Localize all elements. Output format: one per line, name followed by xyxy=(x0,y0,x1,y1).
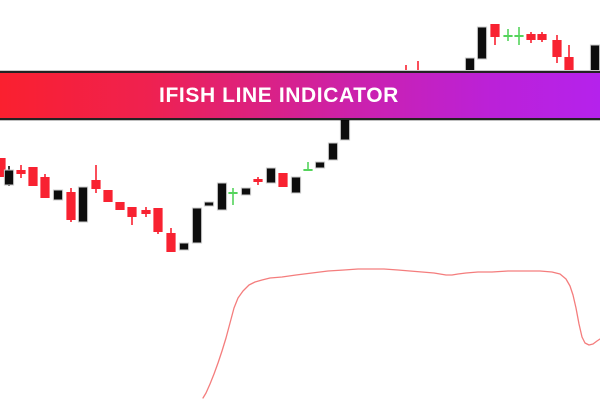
banner-title: IFISH LINE INDICATOR xyxy=(159,83,399,107)
candle-body xyxy=(552,40,562,57)
candle-body xyxy=(16,170,26,174)
candle-body xyxy=(303,169,313,171)
candle-body xyxy=(564,57,574,80)
candle-body xyxy=(0,158,6,177)
candle-body xyxy=(228,192,238,194)
candle-body xyxy=(314,161,326,169)
candle-body xyxy=(490,24,500,37)
candle-wick xyxy=(417,61,419,80)
ifish-indicator-line xyxy=(202,268,600,399)
candle-body xyxy=(103,190,113,202)
candle-body xyxy=(216,182,228,211)
candle-body xyxy=(278,173,288,187)
candle-body xyxy=(3,169,15,186)
candle-body xyxy=(28,167,38,186)
candle-body xyxy=(503,35,513,37)
candle-body xyxy=(178,242,190,251)
candle-body xyxy=(127,207,137,217)
candle-body xyxy=(153,208,163,232)
candle-body xyxy=(339,117,351,141)
candle-body xyxy=(253,179,263,182)
candle-body xyxy=(290,176,302,194)
indicator-banner: IFISH LINE INDICATOR xyxy=(0,71,600,120)
candle-body xyxy=(476,26,488,60)
candle-wick xyxy=(307,162,309,171)
candle-body xyxy=(514,35,524,37)
candle-body xyxy=(91,180,101,189)
candle-body xyxy=(77,186,89,223)
candle-body xyxy=(537,34,547,40)
candle-wick xyxy=(232,188,234,205)
candle-body xyxy=(526,34,536,40)
candle-body xyxy=(66,192,76,220)
candle-body xyxy=(203,201,215,207)
candle-body xyxy=(166,233,176,252)
candle-body xyxy=(52,189,64,201)
candle-body xyxy=(40,177,50,198)
candle-body xyxy=(115,202,125,210)
candle-body xyxy=(141,210,151,214)
candle-body xyxy=(327,142,339,161)
candle-body xyxy=(191,207,203,244)
candle-body xyxy=(265,167,277,184)
candle-wick xyxy=(95,165,97,193)
candle-body xyxy=(240,187,252,196)
